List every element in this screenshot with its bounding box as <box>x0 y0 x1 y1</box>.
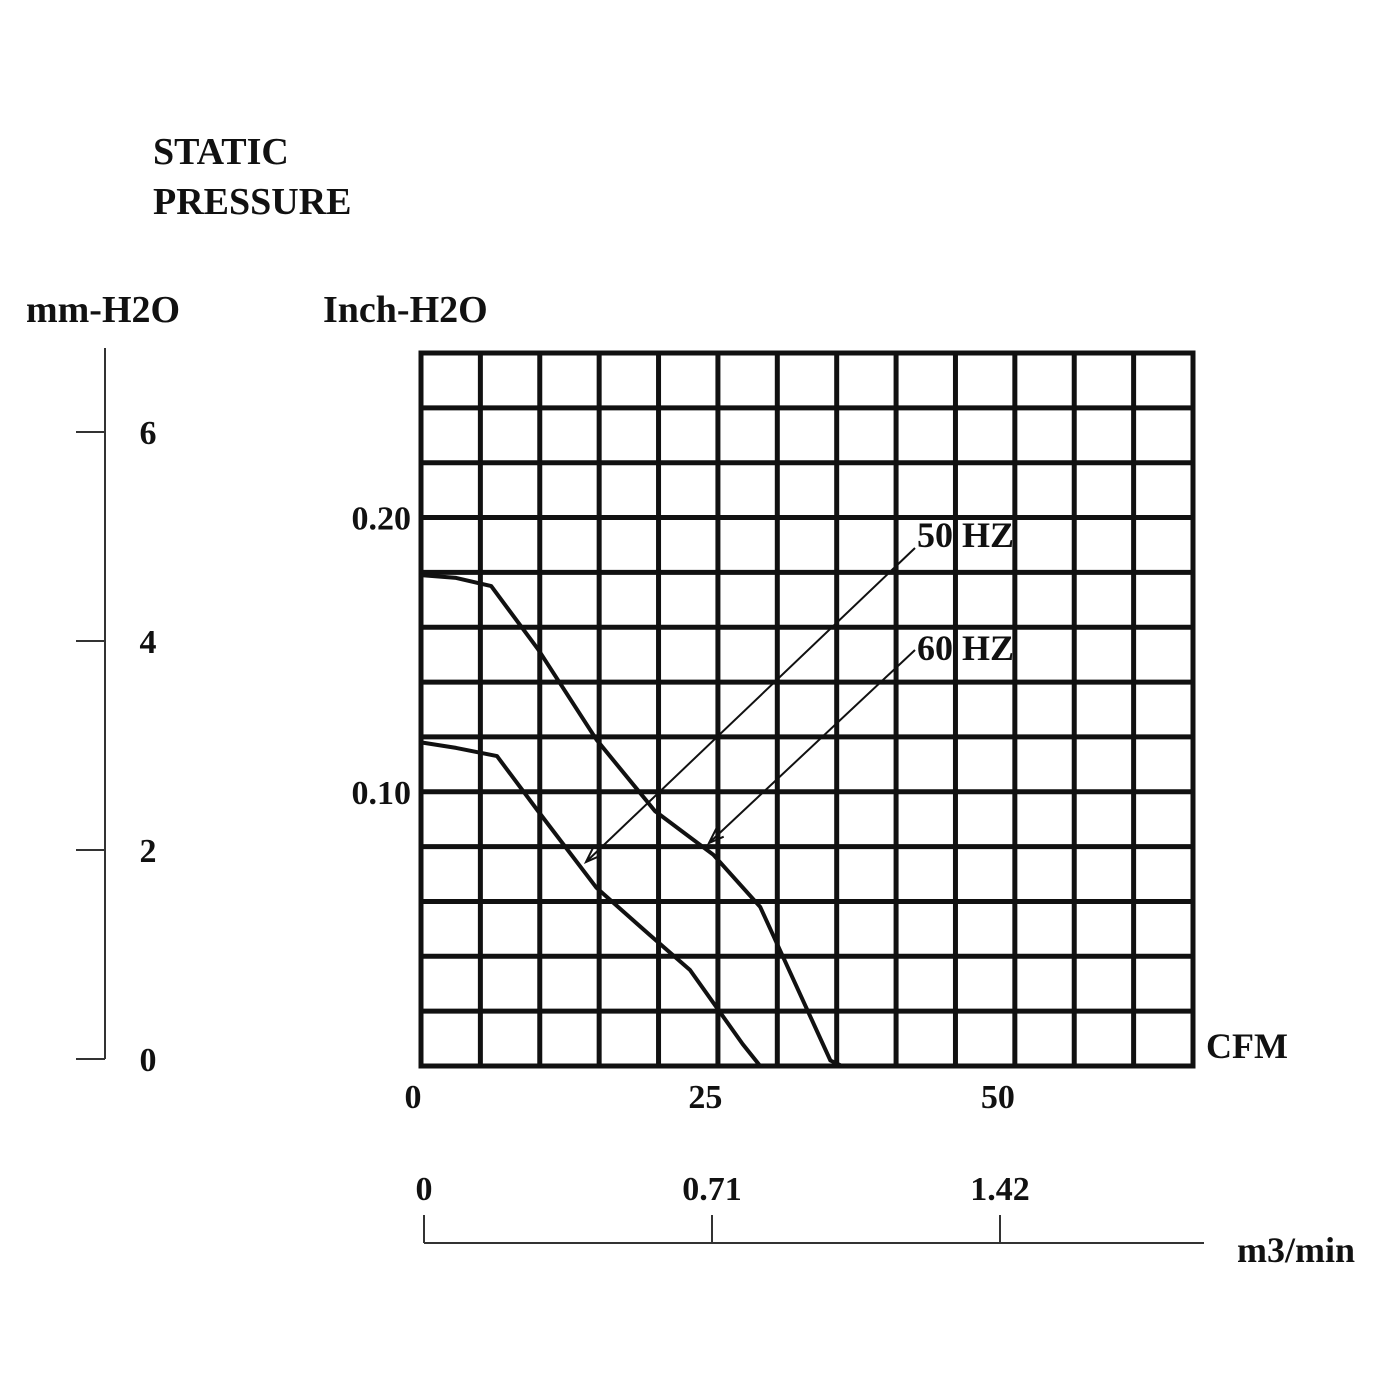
chart-title-line-2: PRESSURE <box>153 181 352 223</box>
m3-tick-label: 1.42 <box>970 1171 1030 1208</box>
curve-line <box>419 573 845 1068</box>
series-labels: 50 HZ 60 HZ <box>583 515 1014 865</box>
mm-h2o-axis: 6 4 2 0 <box>76 348 157 1079</box>
plot-frame <box>418 350 1196 1069</box>
mm-tick-label: 0 <box>140 1042 157 1079</box>
series-label: 60 HZ <box>917 628 1014 668</box>
m3-tick-label: 0 <box>416 1171 433 1208</box>
x2-axis-label: m3/min <box>1237 1230 1355 1270</box>
leader-arrowhead <box>583 847 602 865</box>
mm-tick-label: 4 <box>140 624 157 661</box>
inch-h2o-ticks: 0.20 0.10 <box>352 501 412 812</box>
x-axis-label-cfm: CFM <box>1206 1026 1288 1066</box>
x-tick-label: 50 <box>981 1079 1015 1116</box>
series-label: 50 HZ <box>917 515 1014 555</box>
leader-line <box>585 547 916 863</box>
y-right-unit-label: Inch-H2O <box>323 289 488 331</box>
y-tick-label: 0.20 <box>352 501 412 538</box>
fan-curves <box>419 573 845 1068</box>
cfm-ticks: 0 25 50 <box>405 1079 1015 1116</box>
y-left-unit-label: mm-H2O <box>26 289 180 331</box>
x-tick-label: 25 <box>688 1079 722 1116</box>
chart-grid <box>418 350 1196 1069</box>
y-tick-label: 0.10 <box>352 775 412 812</box>
curve-line <box>419 740 763 1068</box>
chart-title-line-1: STATIC <box>153 131 289 173</box>
mm-tick-label: 2 <box>140 833 157 870</box>
leader-line <box>708 649 916 844</box>
x-tick-label: 0 <box>405 1079 422 1116</box>
mm-tick-label: 6 <box>140 415 157 452</box>
m3-per-min-axis: 0 0.71 1.42 <box>416 1171 1204 1244</box>
x2-axis-label-text: m3/min <box>1237 1230 1355 1270</box>
leader-arrowhead <box>706 828 725 845</box>
m3-tick-label: 0.71 <box>682 1171 742 1208</box>
